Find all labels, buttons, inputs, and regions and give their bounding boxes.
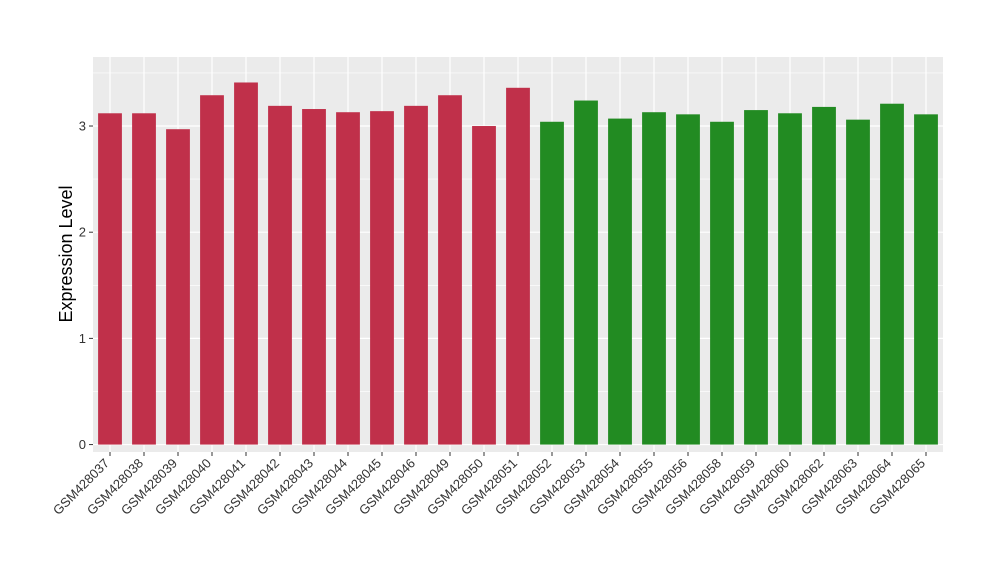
- bar-GSM428051: [506, 87, 530, 445]
- bar-GSM428053: [574, 100, 598, 445]
- bar-GSM428040: [200, 95, 224, 445]
- y-tick-label: 1: [79, 331, 86, 346]
- bar-GSM428062: [812, 106, 836, 445]
- y-axis-title: Expression Level: [56, 185, 76, 322]
- bar-GSM428059: [744, 110, 768, 445]
- bar-GSM428065: [914, 114, 938, 445]
- bar-GSM428063: [846, 119, 870, 445]
- bar-GSM428056: [676, 114, 700, 445]
- bar-GSM428055: [642, 112, 666, 445]
- y-tick-label: 3: [79, 119, 86, 134]
- bar-GSM428049: [438, 95, 462, 445]
- bar-GSM428045: [370, 111, 394, 445]
- bar-GSM428044: [336, 112, 360, 445]
- bar-GSM428060: [778, 113, 802, 445]
- bar-GSM428042: [268, 105, 292, 445]
- bar-GSM428050: [472, 126, 496, 445]
- bar-GSM428037: [98, 113, 122, 445]
- bar-GSM428046: [404, 105, 428, 445]
- bar-GSM428041: [234, 82, 258, 445]
- x-axis: GSM428037GSM428038GSM428039GSM428040GSM4…: [50, 452, 928, 518]
- y-tick-label: 0: [79, 437, 86, 452]
- y-axis: 0 1 2 3: [79, 119, 93, 452]
- bar-GSM428064: [880, 103, 904, 445]
- bar-GSM428054: [608, 118, 632, 445]
- bar-GSM428058: [710, 121, 734, 445]
- bar-GSM428052: [540, 121, 564, 445]
- bars: [98, 82, 938, 445]
- bar-GSM428039: [166, 129, 190, 445]
- y-tick-label: 2: [79, 225, 86, 240]
- bar-GSM428038: [132, 113, 156, 445]
- bar-GSM428043: [302, 109, 326, 445]
